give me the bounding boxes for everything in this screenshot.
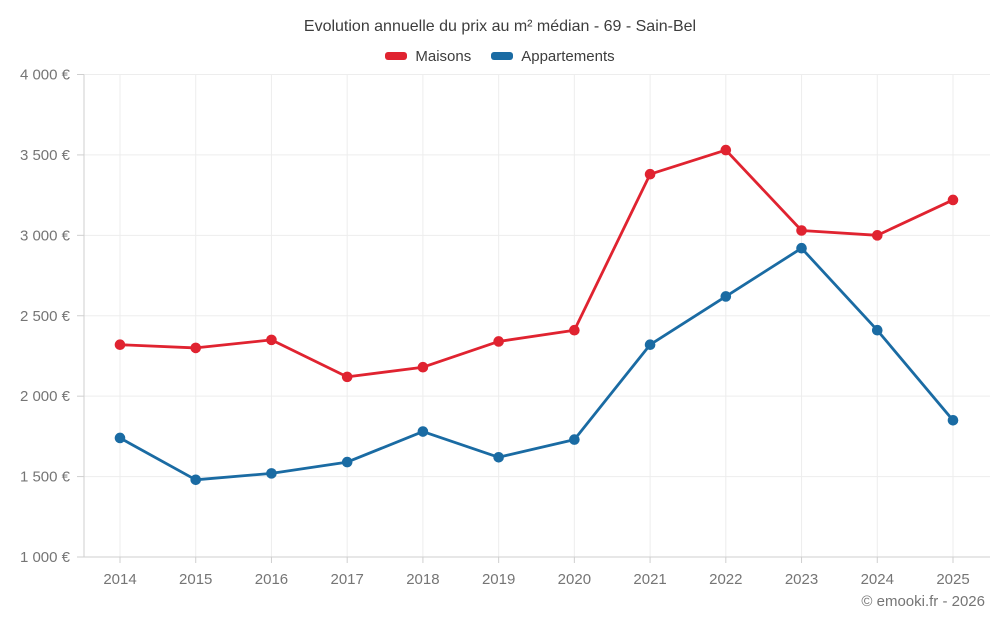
y-tick-label: 1 000 €	[20, 549, 71, 566]
attribution: © emooki.fr - 2026	[861, 593, 985, 610]
data-point-maisons-2024[interactable]	[871, 230, 883, 241]
y-tick-label: 3 000 €	[20, 227, 71, 244]
x-tick-label: 2025	[936, 571, 969, 588]
data-point-appartements-2018[interactable]	[417, 426, 429, 437]
x-tick-label: 2016	[255, 571, 288, 588]
x-tick-label: 2024	[861, 571, 894, 588]
data-point-maisons-2023[interactable]	[796, 225, 807, 236]
x-tick-label: 2019	[482, 571, 515, 588]
y-tick-label: 3 500 €	[20, 147, 71, 164]
data-point-maisons-2015[interactable]	[190, 342, 202, 354]
data-point-appartements-2015[interactable]	[190, 474, 202, 486]
x-tick-label: 2018	[406, 571, 439, 588]
y-tick-label: 2 000 €	[20, 388, 71, 405]
data-point-maisons-2021[interactable]	[644, 168, 656, 180]
x-tick-label: 2021	[633, 571, 666, 588]
x-tick-label: 2014	[103, 571, 136, 588]
chart-title: Evolution annuelle du prix au m² médian …	[303, 18, 697, 35]
legend-label-appartements: Appartements	[521, 47, 615, 65]
data-point-appartements-2014[interactable]	[114, 432, 126, 444]
data-point-appartements-2019[interactable]	[493, 451, 504, 463]
data-point-appartements-2022[interactable]	[720, 291, 732, 302]
y-tick-label: 4 000 €	[20, 67, 71, 84]
legend-label-maisons: Maisons	[415, 47, 472, 65]
series-line-maisons	[118, 148, 955, 379]
y-tick-label: 1 500 €	[20, 469, 71, 486]
data-point-appartements-2016[interactable]	[266, 468, 277, 479]
data-point-appartements-2021[interactable]	[644, 339, 656, 351]
appartements-series-swatch-icon	[491, 52, 514, 60]
data-point-maisons-2014[interactable]	[114, 339, 126, 351]
y-tick-label: 2 500 €	[20, 308, 71, 325]
x-tick-label: 2020	[558, 571, 591, 588]
x-tick-label: 2015	[179, 571, 212, 588]
data-point-maisons-2019[interactable]	[493, 336, 504, 347]
data-point-maisons-2020[interactable]	[569, 324, 580, 336]
data-point-appartements-2025[interactable]	[947, 414, 959, 426]
data-point-appartements-2017[interactable]	[341, 456, 353, 468]
data-point-maisons-2016[interactable]	[266, 334, 277, 346]
data-point-maisons-2017[interactable]	[341, 371, 353, 383]
maisons-series-swatch-icon	[385, 52, 408, 60]
data-point-appartements-2023[interactable]	[796, 242, 807, 254]
x-tick-label: 2017	[330, 571, 363, 588]
x-tick-label: 2022	[709, 571, 742, 588]
chart-legend: Maisons Appartements	[0, 46, 1000, 66]
x-tick-label: 2023	[785, 571, 818, 588]
series-line-appartements	[118, 246, 955, 482]
data-point-appartements-2024[interactable]	[871, 324, 883, 336]
data-point-maisons-2018[interactable]	[417, 361, 429, 373]
legend-item-maisons[interactable]: Maisons	[385, 48, 471, 65]
data-point-appartements-2020[interactable]	[569, 434, 580, 445]
data-point-maisons-2025[interactable]	[947, 194, 959, 206]
data-point-maisons-2022[interactable]	[720, 144, 732, 156]
legend-item-appartements[interactable]: Appartements	[491, 47, 615, 65]
